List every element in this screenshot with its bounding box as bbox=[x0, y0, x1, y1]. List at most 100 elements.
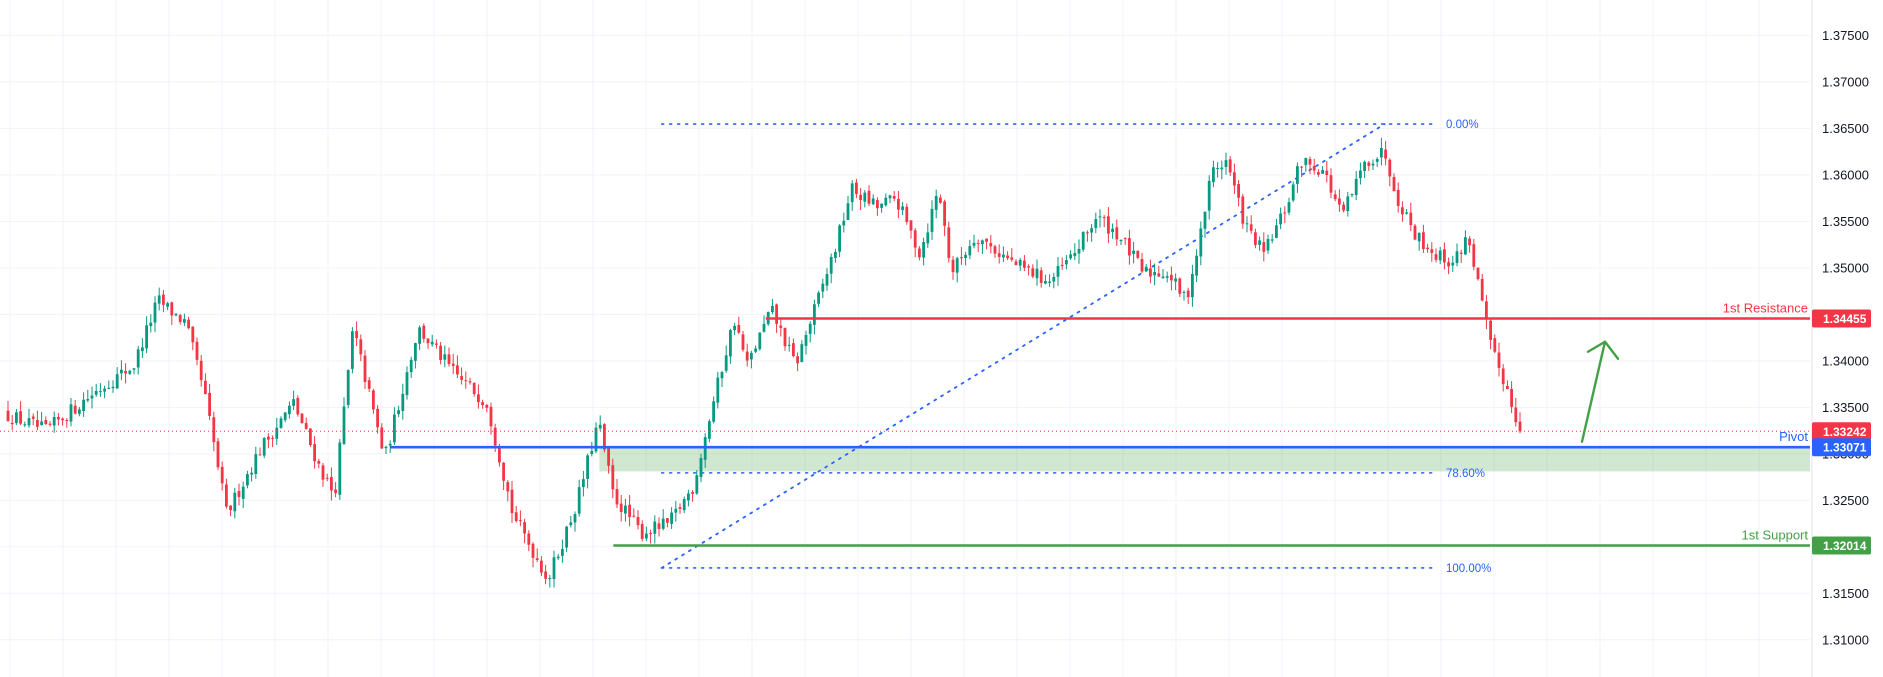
candle-body bbox=[800, 344, 804, 363]
candle-body bbox=[1258, 240, 1261, 245]
candle-body bbox=[40, 421, 43, 426]
candle-body bbox=[1065, 260, 1068, 265]
candle-body bbox=[153, 302, 157, 323]
candle-body bbox=[607, 448, 610, 466]
candle-body bbox=[149, 322, 153, 327]
candle-body bbox=[867, 190, 871, 204]
candle-body bbox=[531, 543, 535, 558]
candle-body bbox=[745, 351, 749, 361]
candle-body bbox=[485, 404, 489, 408]
candle-body bbox=[170, 302, 174, 316]
candle-body bbox=[733, 325, 736, 331]
candle-body bbox=[1447, 262, 1450, 267]
candle-body bbox=[141, 347, 144, 352]
candle-body bbox=[527, 533, 531, 545]
candle-body bbox=[271, 437, 274, 439]
candle-body bbox=[384, 446, 388, 449]
candle-body bbox=[640, 524, 644, 539]
candle-body bbox=[708, 421, 711, 439]
candle-body bbox=[741, 334, 745, 350]
candle-body bbox=[762, 323, 766, 332]
candle-body bbox=[997, 253, 1001, 257]
candle-body bbox=[1060, 264, 1064, 266]
candle-body bbox=[183, 319, 186, 323]
candle-body bbox=[481, 402, 484, 406]
candle-body bbox=[120, 369, 123, 374]
candle-body bbox=[363, 355, 367, 382]
candle-body bbox=[1241, 196, 1245, 224]
candle-body bbox=[460, 376, 463, 380]
candle-body bbox=[69, 404, 73, 422]
candle-body bbox=[691, 491, 694, 494]
candle-body bbox=[1476, 267, 1480, 280]
candle-body bbox=[443, 354, 447, 360]
candle-body bbox=[136, 349, 140, 368]
candle-body bbox=[1157, 273, 1161, 277]
candle-body bbox=[1392, 176, 1396, 192]
candle-body bbox=[901, 206, 904, 211]
candle-body bbox=[1073, 253, 1077, 257]
candle-body bbox=[359, 339, 363, 355]
candle-body bbox=[519, 520, 522, 522]
candle-body bbox=[1128, 238, 1131, 256]
candle-body bbox=[367, 380, 371, 389]
candle-body bbox=[989, 243, 993, 247]
candle-body bbox=[115, 374, 119, 389]
candle-body bbox=[1346, 196, 1350, 212]
candle-body bbox=[1228, 159, 1232, 173]
candle-body bbox=[31, 416, 35, 419]
candle-body bbox=[334, 489, 337, 494]
pivot-zone bbox=[599, 447, 1811, 472]
candle-body bbox=[90, 395, 94, 399]
candle-body bbox=[178, 315, 182, 323]
candle-body bbox=[976, 243, 980, 245]
candle-body bbox=[716, 377, 720, 403]
y-tick-label: 1.33500 bbox=[1822, 400, 1869, 415]
candle-body bbox=[913, 230, 917, 248]
candle-body bbox=[174, 313, 178, 316]
candle-body bbox=[1354, 178, 1358, 195]
candle-body bbox=[1455, 251, 1459, 264]
candle-body bbox=[1304, 157, 1308, 166]
candle-body bbox=[628, 504, 631, 518]
candle-body bbox=[1518, 421, 1522, 432]
candle-body bbox=[1056, 266, 1060, 277]
price-axis[interactable]: 1.310001.315001.320001.325001.330001.335… bbox=[1811, 0, 1871, 677]
candle-body bbox=[582, 479, 585, 488]
candle-body bbox=[943, 201, 946, 226]
candle-body bbox=[771, 305, 774, 312]
grid bbox=[0, 0, 1810, 677]
candle-body bbox=[435, 343, 438, 345]
candle-body bbox=[1312, 166, 1316, 171]
candle-body bbox=[1018, 259, 1022, 266]
candle-body bbox=[1027, 266, 1030, 268]
candle-body bbox=[1384, 149, 1387, 159]
candle-body bbox=[1472, 244, 1476, 267]
candles bbox=[6, 137, 1522, 588]
candle-body bbox=[94, 390, 98, 395]
candle-body bbox=[884, 197, 888, 206]
candle-body bbox=[1409, 212, 1413, 226]
candle-body bbox=[1254, 232, 1257, 246]
candle-body bbox=[888, 195, 892, 199]
candle-body bbox=[712, 401, 715, 422]
candle-body bbox=[1405, 212, 1408, 214]
candle-body bbox=[636, 517, 640, 526]
candle-body bbox=[342, 406, 346, 444]
y-tick-label: 1.32500 bbox=[1822, 493, 1869, 508]
candle-body bbox=[498, 447, 501, 463]
candle-body bbox=[829, 256, 833, 274]
candle-body bbox=[393, 414, 396, 443]
candle-body bbox=[687, 493, 690, 501]
candle-body bbox=[1468, 238, 1471, 246]
y-tick-label: 1.37500 bbox=[1822, 28, 1869, 43]
candle-body bbox=[1417, 232, 1421, 242]
candle-body bbox=[296, 397, 300, 415]
candle-body bbox=[418, 327, 421, 344]
candle-body bbox=[1039, 270, 1043, 283]
candle-body bbox=[598, 424, 602, 429]
candle-body bbox=[926, 232, 930, 244]
candle-body bbox=[157, 295, 161, 304]
candle-body bbox=[544, 571, 547, 579]
